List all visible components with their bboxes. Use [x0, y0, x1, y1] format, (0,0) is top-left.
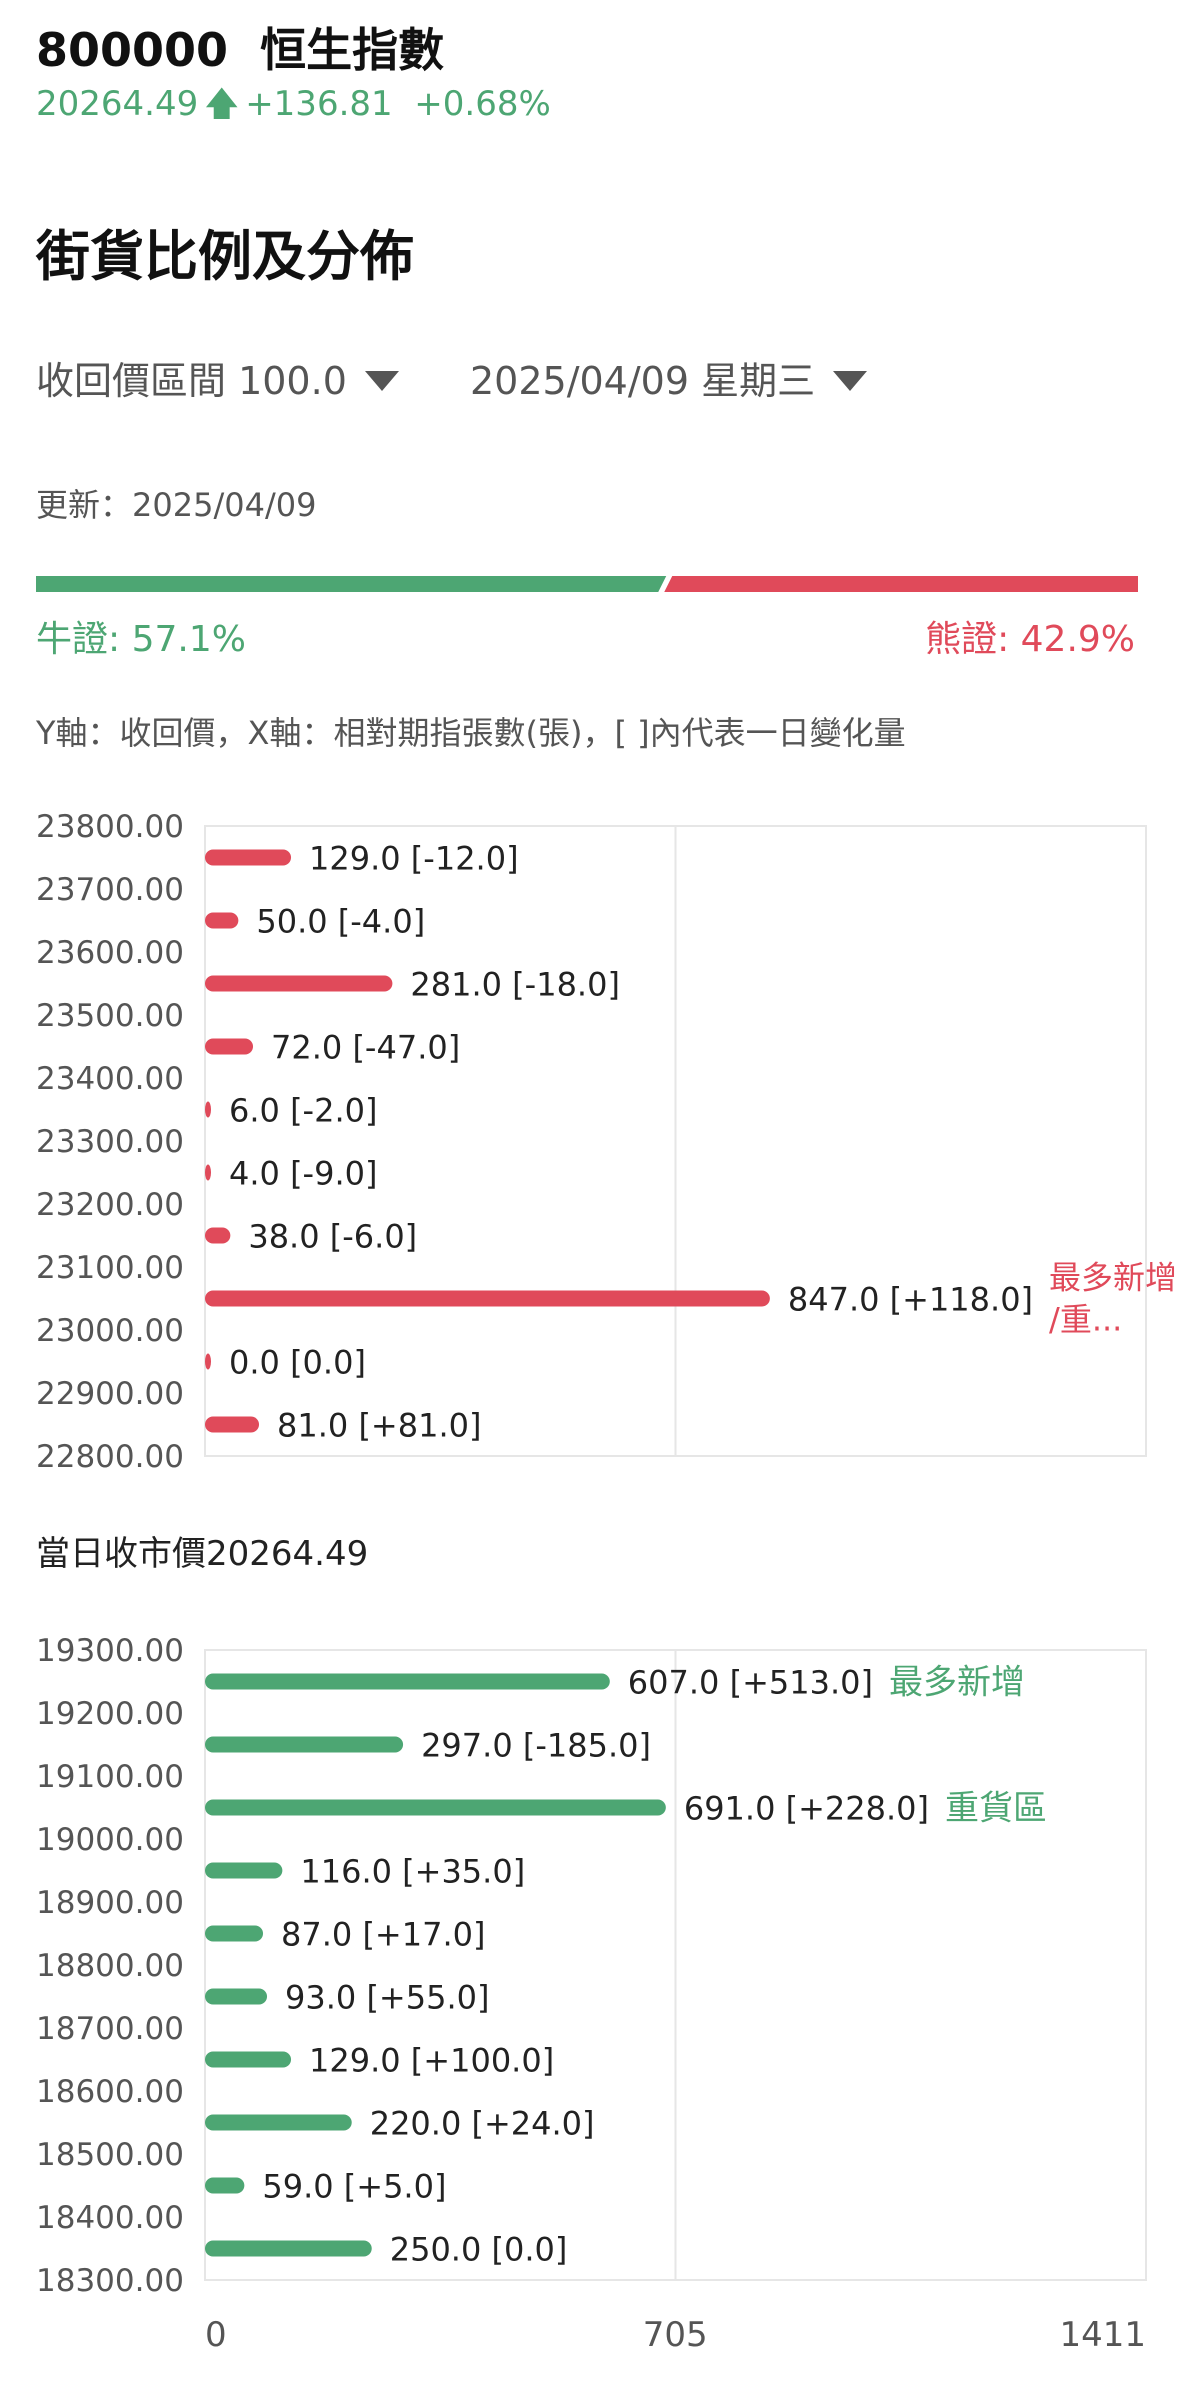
y-tick-label: 23300.00 [36, 1124, 184, 1160]
y-tick-label: 22800.00 [36, 1439, 184, 1475]
page-title: 800000 恒生指數 [36, 14, 444, 80]
bar [205, 1799, 666, 1816]
x-tick-label: 1411 [1059, 2315, 1146, 2355]
caret-down-icon [364, 370, 399, 391]
bar-value-label: 0.0 [0.0] [229, 1344, 366, 1382]
bar-tag-label: 最多新增 [1049, 1259, 1177, 1297]
date-dropdown[interactable]: 2025/04/09 星期三 [470, 350, 868, 405]
bar-value-label: 6.0 [-2.0] [229, 1092, 377, 1130]
y-tick-label: 19300.00 [36, 1633, 184, 1669]
bar-chart-bear: 23800.00 23700.00 23600.00 23500.00 23400.00… [36, 809, 1177, 1475]
bar [205, 1988, 268, 2005]
date-dropdown-label: 2025/04/09 星期三 [470, 359, 816, 403]
y-tick-label: 18600.00 [36, 2074, 184, 2110]
bar [205, 1101, 211, 1118]
y-tick-label: 18800.00 [36, 1948, 184, 1984]
bar-value-label: 59.0 [+5.0] [262, 2168, 446, 2206]
bar [205, 1353, 211, 1370]
price-change: +136.81 [245, 84, 393, 124]
stock-name: 恒生指數 [260, 23, 445, 77]
y-tick-label: 18900.00 [36, 1885, 184, 1921]
y-tick-label: 19000.00 [36, 1822, 184, 1858]
bar-value-label: 281.0 [-18.0] [410, 966, 620, 1004]
bar-value-label: 691.0 [+228.0] [684, 1790, 929, 1828]
bar-value-label: 220.0 [+24.0] [370, 2105, 595, 2143]
range-dropdown-label: 收回價區間 100.0 [36, 359, 347, 403]
bar-value-label: 81.0 [+81.0] [277, 1407, 481, 1445]
stock-code: 800000 [36, 23, 229, 77]
updated-label: 更新：2025/04/09 [36, 486, 317, 524]
bar-value-label: 607.0 [+513.0] [628, 1664, 873, 1702]
bar [205, 1290, 770, 1307]
y-tick-label: 18300.00 [36, 2263, 184, 2299]
bar [205, 1736, 404, 1753]
bar [205, 1227, 231, 1244]
bull-ratio-label: 牛證: 57.1% [36, 619, 246, 660]
bar [205, 912, 239, 929]
y-tick-label: 18400.00 [36, 2200, 184, 2236]
bar [205, 2177, 245, 2194]
bar [205, 2051, 292, 2068]
bar-tag-label: /重... [1049, 1301, 1122, 1339]
bar [205, 849, 292, 866]
bull-ratio-segment [36, 576, 667, 592]
bar-value-label: 4.0 [-9.0] [229, 1155, 377, 1193]
caret-down-icon [833, 370, 868, 391]
bar [205, 975, 393, 992]
bar [205, 2240, 372, 2257]
y-tick-label: 23000.00 [36, 1313, 184, 1349]
x-tick-label: 705 [643, 2315, 708, 2355]
y-tick-label: 23500.00 [36, 998, 184, 1034]
bar-value-label: 87.0 [+17.0] [281, 1916, 485, 1954]
bar-chart-bull: 19300.00 19200.00 19100.00 19000.00 18900.00… [36, 1633, 1147, 2355]
bear-ratio-label: 熊證: 42.9% [925, 619, 1135, 660]
bar [205, 1862, 283, 1879]
y-tick-label: 22900.00 [36, 1376, 184, 1412]
y-tick-label: 18500.00 [36, 2137, 184, 2173]
bar-value-label: 129.0 [-12.0] [309, 840, 519, 878]
price-change-pct: +0.68% [414, 84, 551, 124]
bar [205, 2114, 352, 2131]
y-tick-label: 19200.00 [36, 1696, 184, 1732]
y-tick-label: 19100.00 [36, 1759, 184, 1795]
y-tick-label: 23700.00 [36, 872, 184, 908]
bear-ratio-segment [664, 576, 1138, 592]
bar-value-label: 38.0 [-6.0] [248, 1218, 417, 1256]
close-price-label: 當日收市價20264.49 [36, 1534, 369, 1574]
bar-value-label: 93.0 [+55.0] [285, 1979, 489, 2017]
bar-value-label: 50.0 [-4.0] [256, 903, 425, 941]
bull-bear-ratio-bar [36, 576, 1138, 592]
y-tick-label: 23800.00 [36, 809, 184, 845]
section-title: 街貨比例及分佈 [36, 225, 414, 288]
y-tick-label: 23200.00 [36, 1187, 184, 1223]
bar-tag-label: 最多新增 [889, 1663, 1025, 1703]
bar-value-label: 72.0 [-47.0] [271, 1029, 460, 1067]
bar [205, 1416, 260, 1433]
last-price: 20264.49 [36, 84, 199, 124]
x-tick-label: 0 [205, 2315, 227, 2355]
bar [205, 1925, 264, 1942]
bar-value-label: 116.0 [+35.0] [300, 1853, 525, 1891]
y-tick-label: 23100.00 [36, 1250, 184, 1286]
range-dropdown[interactable]: 收回價區間 100.0 [36, 350, 399, 405]
bar-value-label: 129.0 [+100.0] [309, 2042, 554, 2080]
quote-line: 20264.49 🡅 +136.81 +0.68% [36, 80, 551, 137]
bar [205, 1673, 610, 1690]
arrow-up-icon: 🡅 [204, 84, 240, 124]
axis-note: Y軸：收回價，X軸：相對期指張數(張)，[ ]內代表一日變化量 [36, 714, 906, 752]
bar [205, 1038, 254, 1055]
bar [205, 1164, 211, 1181]
y-tick-label: 23400.00 [36, 1061, 184, 1097]
bar-value-label: 847.0 [+118.0] [788, 1281, 1033, 1319]
bar-value-label: 250.0 [0.0] [390, 2231, 568, 2269]
y-tick-label: 23600.00 [36, 935, 184, 971]
bar-value-label: 297.0 [-185.0] [421, 1727, 651, 1765]
bar-tag-label: 重貨區 [945, 1789, 1047, 1829]
y-tick-label: 18700.00 [36, 2011, 184, 2047]
